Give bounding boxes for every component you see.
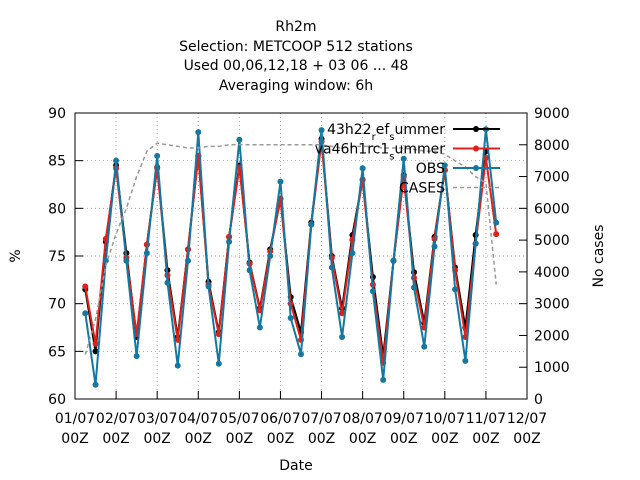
data-point [267, 253, 274, 259]
data-point [205, 283, 212, 290]
x-tick-label: 03/07 00Z [137, 411, 177, 447]
title-line: Used 00,06,12,18 + 03 06 ... 48 [184, 58, 409, 74]
data-point [143, 250, 150, 257]
data-point [493, 219, 500, 226]
x-tick-label: 06/07 00Z [260, 411, 300, 447]
x-tick-label: 04/07 00Z [178, 411, 218, 447]
y-tick-label: 65 [48, 344, 66, 360]
data-point [226, 238, 233, 245]
title-line: Averaging window: 6h [219, 78, 373, 94]
data-point [431, 243, 438, 250]
y2-tick-label: 9000 [534, 106, 570, 122]
data-point [318, 127, 325, 134]
data-point [390, 257, 397, 264]
y-axis-label: % [8, 249, 24, 262]
y-tick-label: 80 [48, 201, 66, 217]
title-line: Rh2m [275, 19, 316, 35]
data-point [308, 221, 315, 228]
y2-tick-label: 8000 [534, 138, 570, 154]
y2-tick-label: 7000 [534, 170, 570, 186]
x-tick-label: 02/07 00Z [96, 411, 136, 447]
x-tick-label: 08/07 00Z [342, 411, 382, 447]
data-point [493, 231, 500, 238]
data-point [380, 376, 387, 383]
y2-tick-label: 0 [534, 392, 543, 408]
data-point [339, 334, 346, 341]
legend-label: 43h22refsummer [327, 122, 445, 143]
data-point [298, 351, 304, 358]
y-tick-label: 85 [48, 154, 66, 170]
x-axis-label: Date [279, 458, 312, 474]
x-tick-label: 05/07 00Z [219, 411, 259, 447]
data-point [195, 129, 202, 136]
legend-label: OBS [416, 161, 445, 177]
y2-axis-label: No cases [591, 225, 607, 288]
plot-frame [74, 112, 528, 400]
data-point [92, 348, 99, 355]
data-point [421, 343, 428, 350]
data-point [441, 162, 448, 169]
data-point [215, 360, 222, 367]
y-tick-label: 70 [48, 297, 66, 313]
y2-tick-label: 5000 [534, 233, 570, 249]
data-point [133, 353, 140, 360]
y-tick-label: 60 [48, 392, 66, 408]
x-tick-label: 09/07 00Z [384, 411, 424, 447]
legend-marker [473, 126, 479, 132]
y-tick-label: 75 [48, 249, 66, 265]
data-point [164, 279, 171, 286]
data-point [82, 283, 89, 290]
data-point [339, 310, 346, 317]
data-point [123, 257, 130, 264]
x-tick-label: 10/07 00Z [425, 411, 465, 447]
y2-tick-label: 3000 [534, 297, 570, 313]
y2-tick-label: 4000 [534, 265, 570, 281]
data-point [452, 286, 459, 293]
data-point [82, 310, 89, 317]
data-point [92, 381, 99, 388]
data-point [277, 178, 284, 185]
x-tick-label: 12/07 00Z [507, 411, 547, 447]
data-point [462, 357, 469, 364]
legend-marker [473, 145, 479, 152]
legend-label: CASES [399, 181, 445, 197]
data-point [185, 257, 191, 264]
data-point [246, 267, 253, 274]
data-point [411, 284, 417, 291]
y2-tick-label: 1000 [534, 360, 570, 376]
data-point [349, 250, 356, 257]
legend-marker [473, 165, 479, 171]
data-point [472, 240, 479, 247]
x-tick-label: 01/07 00Z [55, 411, 95, 447]
data-point [369, 288, 376, 295]
y-tick-label: 90 [48, 106, 66, 122]
y2-tick-label: 2000 [534, 328, 570, 344]
data-point [154, 152, 161, 159]
data-point [287, 314, 294, 321]
data-point [113, 157, 120, 164]
data-point [328, 264, 335, 271]
title-line: Selection: METCOOP 512 stations [179, 39, 413, 55]
data-point [92, 340, 99, 347]
data-point [256, 324, 263, 331]
data-point [174, 362, 181, 369]
data-point [400, 155, 407, 162]
x-tick-label: 07/07 00Z [301, 411, 341, 447]
series-line [84, 142, 497, 355]
data-point [359, 165, 366, 172]
legend-label: va46h1rc1summer [315, 142, 445, 163]
data-point [236, 136, 243, 143]
x-tick-label: 11/07 00Z [466, 411, 506, 447]
y2-tick-label: 6000 [534, 201, 570, 217]
